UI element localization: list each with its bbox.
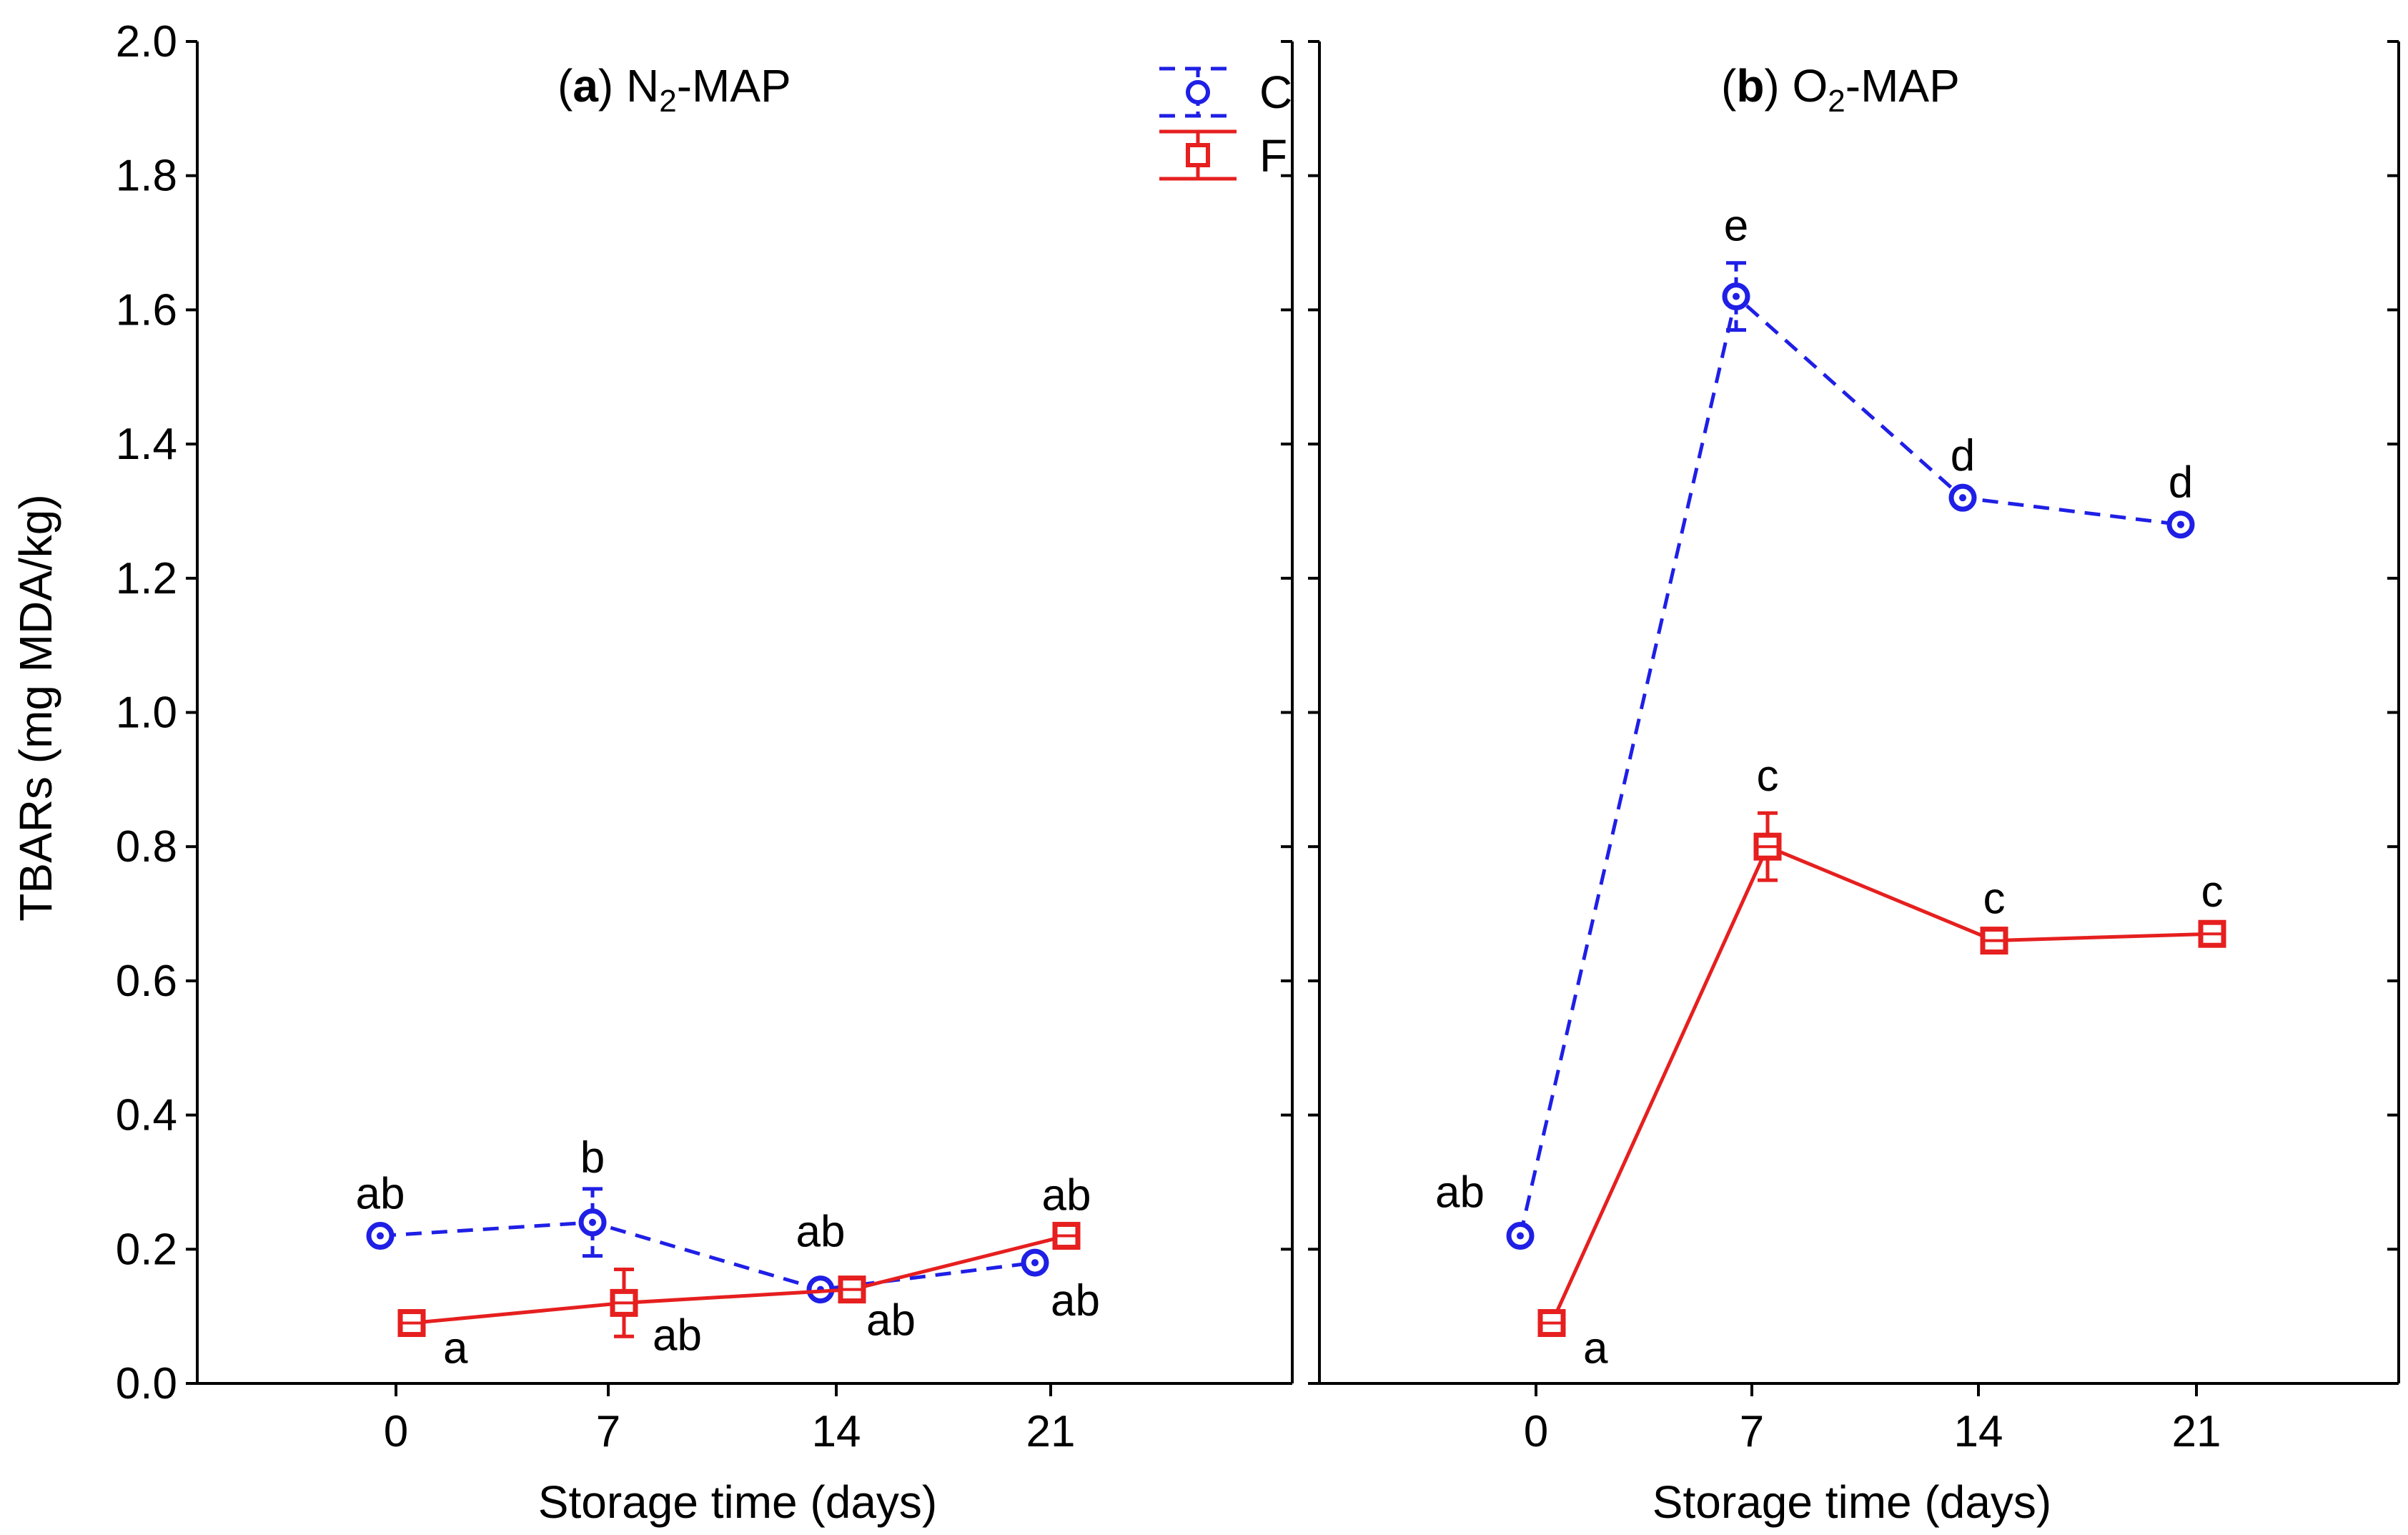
y-tick-label: 1.4: [116, 420, 177, 469]
panel-b-title-subscript: 2: [1828, 84, 1845, 119]
legend-c-label: C: [1259, 66, 1292, 118]
y-tick-label: 1.2: [116, 554, 177, 603]
panel-a-x-tick-label: 14: [812, 1407, 861, 1456]
panel-b-letter: b: [1736, 60, 1764, 112]
panel-b-x-tick-label: 7: [1740, 1407, 1764, 1456]
panel-a-series-c-point-dot: [377, 1232, 384, 1240]
panel-a-series-c-sig-label: ab: [1051, 1276, 1100, 1326]
panel-b-series-c-sig-label: ab: [1435, 1168, 1485, 1218]
panel-b-title-suffix: -MAP: [1845, 60, 1960, 112]
panel-b-title-open-paren: (: [1721, 60, 1736, 112]
panel-a-series-f-sig-label: ab: [866, 1296, 916, 1346]
y-tick-label: 0.4: [116, 1091, 177, 1140]
panel-b-series-f-line: [1550, 844, 2213, 1324]
panel-a-series-c-sig-label: b: [580, 1133, 605, 1183]
panel-b-series-f-sig-label: c: [1983, 874, 2006, 924]
panel-b-series-c-point-dot: [1517, 1232, 1524, 1240]
panel-b-title-gas: O: [1793, 60, 1828, 112]
y-tick-label: 0.0: [116, 1359, 177, 1408]
legend: C F: [1159, 66, 1292, 182]
panel-a-series-c-point-dot: [589, 1218, 596, 1226]
legend-f-label: F: [1259, 130, 1287, 182]
panel-a-letter: a: [573, 60, 598, 112]
panel-a-series-f-line: [411, 1234, 1067, 1326]
panel-a-series-c-point-dot: [1031, 1259, 1039, 1267]
panel-b-series-c-point-dot: [2177, 520, 2184, 528]
panel-a-x-tick-label: 21: [1026, 1407, 1076, 1456]
panel-a-series-f-sig-label: ab: [653, 1311, 702, 1360]
panel-a-title: (a) N2-MAP: [558, 60, 791, 119]
panel-b-series-f-sig-label: a: [1583, 1324, 1608, 1373]
panel-b-plot: 0 7 14 21 Storage time (days) ab e d d a c c c: [1308, 40, 2400, 1528]
panel-b-series-c-sig-label: d: [1951, 431, 1975, 480]
y-tick-label: 1.8: [116, 152, 177, 201]
panel-b-series-c-sig-label: e: [1724, 202, 1748, 251]
panel-b-series-c-sig-label: d: [2169, 458, 2193, 508]
panel-a-series-c-sig-label: ab: [796, 1208, 846, 1257]
panel-a-series-f-sig-label: ab: [1042, 1171, 1091, 1220]
y-tick-label: 0.2: [116, 1225, 177, 1274]
panel-a-series-f-sig-label: a: [443, 1324, 468, 1373]
legend-item-c: C: [1159, 66, 1292, 118]
panel-b-series-c-line: [1518, 292, 2181, 1237]
panel-b-x-tick-label: 14: [1954, 1407, 2003, 1456]
y-tick-label: 1.0: [116, 688, 177, 738]
panel-a-plot: 0.0 0.2 0.4 0.6 0.8 1.0 1.2 1.4 1.6 1.8 2.0 0 7 14 21 S…: [116, 17, 1294, 1528]
panel-b-title-close-paren: ): [1764, 60, 1792, 112]
panel-a-series-c-sig-label: ab: [356, 1170, 405, 1219]
panel-a-title-subscript: 2: [659, 84, 676, 119]
y-tick-label: 0.6: [116, 957, 177, 1006]
panel-b-series-f-sig-label: c: [1757, 751, 1779, 801]
y-tick-label: 2.0: [116, 17, 177, 66]
legend-c-marker: [1186, 80, 1210, 104]
panel-b-x-axis-title: Storage time (days): [1653, 1476, 2051, 1528]
panel-a-x-axis-title: Storage time (days): [538, 1476, 937, 1528]
panel-a-series-c-line: [380, 1220, 1036, 1292]
panel-b-series-f-sig-label: c: [2201, 867, 2224, 917]
panel-a-x-tick-label: 7: [596, 1407, 620, 1456]
y-axis-title: TBARs (mg MDA/kg): [10, 494, 61, 921]
panel-a-title-gas: N: [626, 60, 659, 112]
panel-b-x-tick-label: 21: [2172, 1407, 2221, 1456]
panel-b-x-tick-label: 0: [1524, 1407, 1548, 1456]
panel-a-x-tick-label: 0: [384, 1407, 408, 1456]
panel-b-title: (b) O2-MAP: [1721, 60, 1960, 119]
panel-a-title-close-paren: ): [598, 60, 626, 112]
y-tick-label: 1.6: [116, 285, 177, 335]
panel-a-title-suffix: -MAP: [677, 60, 791, 112]
y-tick-label: 0.8: [116, 822, 177, 872]
panel-a-title-open-paren: (: [558, 60, 573, 112]
panel-b-series-c-point-dot: [1733, 292, 1740, 300]
panel-b-series-c-point-dot: [1959, 494, 1966, 502]
legend-item-f: F: [1159, 129, 1287, 182]
legend-f-marker: [1186, 143, 1210, 167]
